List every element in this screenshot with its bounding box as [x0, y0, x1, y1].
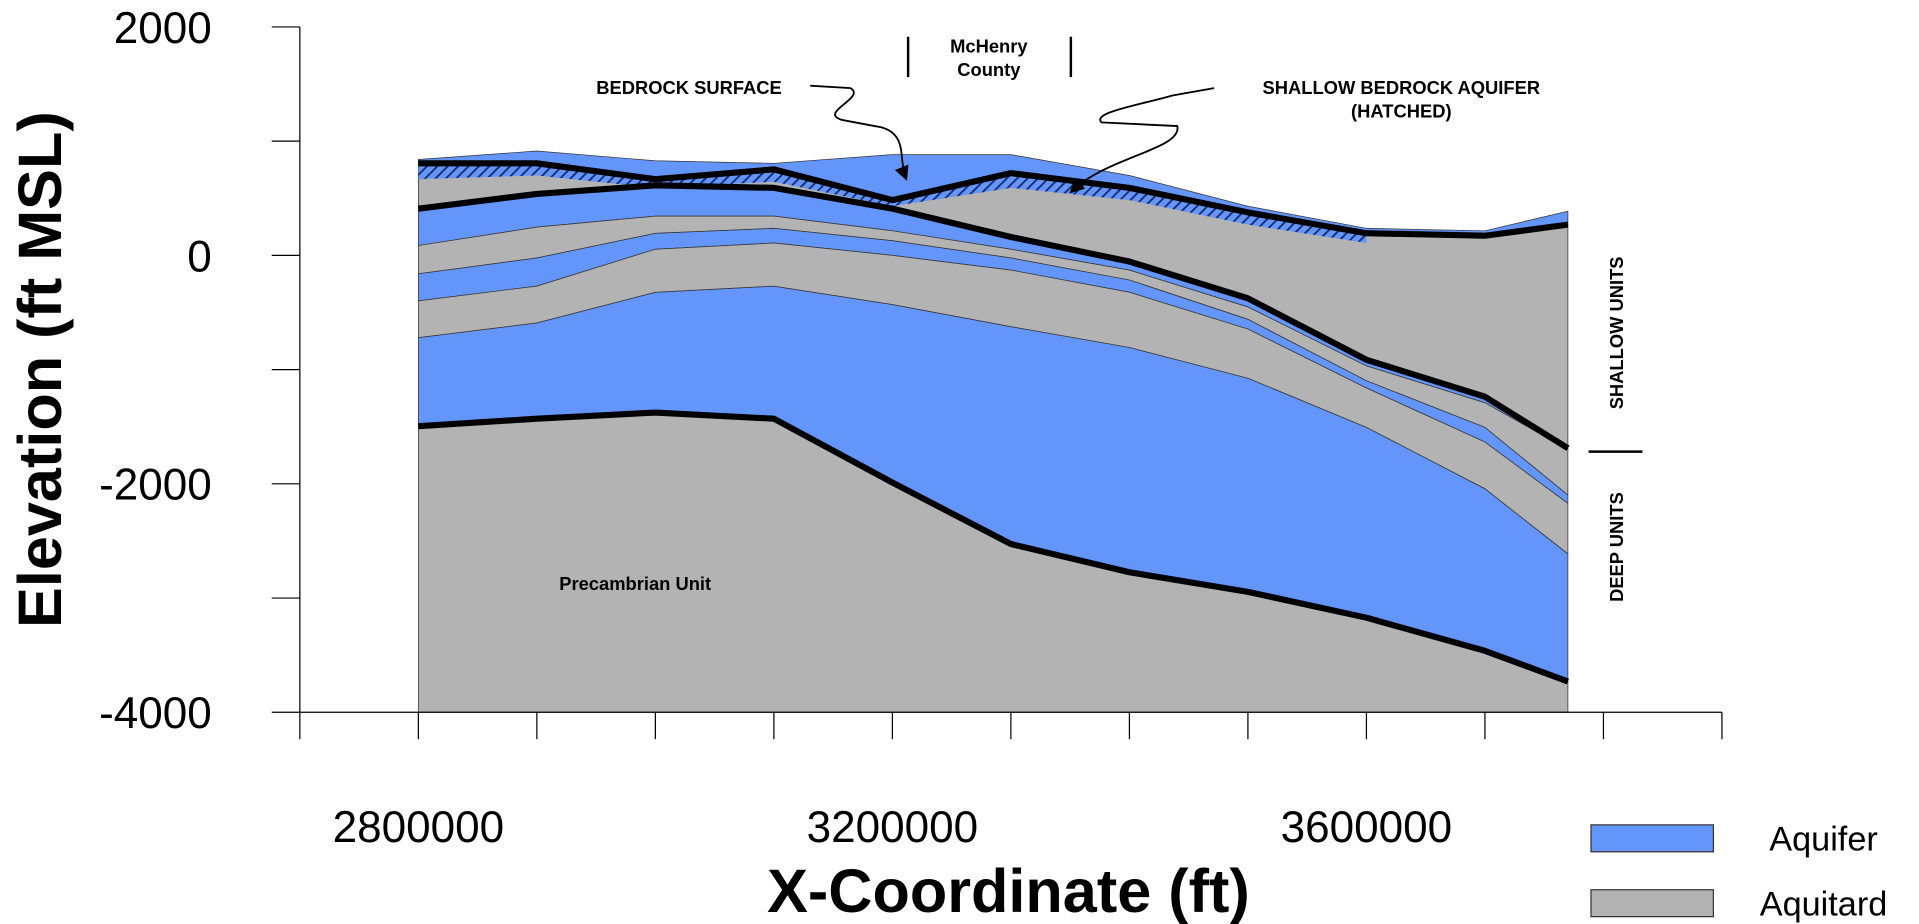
page: {"chart_data": { "type": "cross-section"…: [0, 0, 1919, 924]
y-tick-label: -4000: [99, 689, 212, 738]
y-tick-label: -2000: [99, 461, 212, 510]
legend-label: Aquifer: [1769, 821, 1878, 859]
legend-swatch: [1591, 890, 1713, 917]
legend-label: Aquitard: [1760, 885, 1888, 923]
annotation: Precambrian Unit: [559, 573, 711, 594]
x-tick-label: 3600000: [1281, 803, 1452, 852]
leader-line: [1072, 88, 1214, 191]
annotation: DEEP UNITS: [1606, 492, 1627, 602]
y-tick-label: 2000: [114, 4, 212, 53]
annotation: (HATCHED): [1351, 100, 1452, 121]
y-tick-label: 0: [187, 232, 211, 281]
annotation: McHenry: [950, 36, 1028, 57]
annotation: County: [957, 59, 1021, 80]
annotation: SHALLOW BEDROCK AQUIFER: [1263, 77, 1541, 98]
annotation: SHALLOW UNITS: [1606, 256, 1627, 409]
y-axis-title: Elevation (ft MSL): [6, 111, 74, 628]
chart: 2000 0 -2000 -4000 2800000 3200000 3600000 McH…: [0, 0, 1919, 924]
annotation: BEDROCK SURFACE: [596, 77, 782, 98]
legend-swatch: [1591, 825, 1713, 852]
x-axis-title: X-Coordinate (ft): [767, 857, 1250, 924]
x-tick-label: 3200000: [807, 803, 978, 852]
x-tick-label: 2800000: [333, 803, 504, 852]
